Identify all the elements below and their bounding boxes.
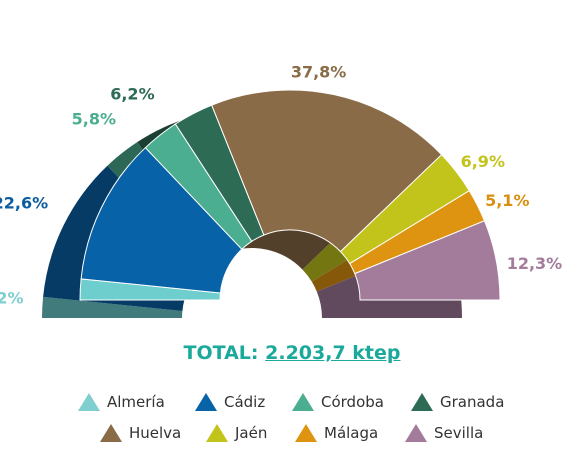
- legend-swatch-sevilla-icon: [405, 424, 427, 442]
- legend-label: Cádiz: [224, 393, 266, 411]
- legend-item-cadiz: Cádiz: [195, 393, 265, 411]
- legend-swatch-jaen-icon: [206, 424, 228, 442]
- legend-swatch-cadiz-icon: [195, 393, 217, 411]
- data-label-sevilla: 12,3%: [507, 254, 563, 273]
- slice-sevilla: [354, 220, 501, 301]
- slice-depth-almeria: [42, 296, 183, 318]
- legend-label: Granada: [440, 393, 505, 411]
- legend-item-jaen: Jaén: [206, 424, 267, 442]
- slice-huelva: [211, 89, 443, 253]
- data-label-huelva: 37,8%: [291, 62, 347, 81]
- legend-swatch-granada-icon: [411, 393, 433, 411]
- legend-item-huelva: Huelva: [100, 424, 181, 442]
- legend-item-granada: Granada: [411, 393, 504, 411]
- legend-item-sevilla: Sevilla: [405, 424, 483, 442]
- half-donut-chart: 3,2% 22,6% 5,8% 6,2% 37,8% 6,9% 5,1% 12,3%: [0, 62, 562, 318]
- total-value: 2.203,7 ktep: [265, 342, 401, 364]
- legend-label: Sevilla: [434, 424, 484, 442]
- data-label-almeria: 3,2%: [0, 289, 24, 308]
- data-label-cordoba: 5,8%: [72, 109, 116, 128]
- data-label-cadiz: 22,6%: [0, 193, 48, 212]
- legend-label: Jaén: [235, 424, 268, 442]
- legend-label: Almería: [107, 393, 165, 411]
- legend-swatch-huelva-icon: [100, 424, 122, 442]
- legend-swatch-cordoba-icon: [292, 393, 314, 411]
- slice-cadiz: [80, 146, 243, 294]
- data-label-granada: 6,2%: [110, 84, 154, 103]
- legend-label: Huelva: [129, 424, 182, 442]
- legend-label: Málaga: [324, 424, 379, 442]
- total-line: TOTAL: 2.203,7 ktep: [0, 342, 584, 364]
- legend-item-malaga: Málaga: [295, 424, 378, 442]
- legend-item-almeria: Almería: [78, 393, 165, 411]
- legend-swatch-almeria-icon: [78, 393, 100, 411]
- slice-top-layer: [79, 89, 501, 301]
- total-label: TOTAL:: [183, 342, 259, 364]
- legend-item-cordoba: Córdoba: [292, 393, 384, 411]
- data-label-layer: 3,2% 22,6% 5,8% 6,2% 37,8% 6,9% 5,1% 12,3%: [0, 62, 562, 307]
- legend-swatch-malaga-icon: [295, 424, 317, 442]
- data-label-malaga: 5,1%: [485, 191, 529, 210]
- legend-label: Córdoba: [321, 393, 384, 411]
- data-label-jaen: 6,9%: [461, 152, 505, 171]
